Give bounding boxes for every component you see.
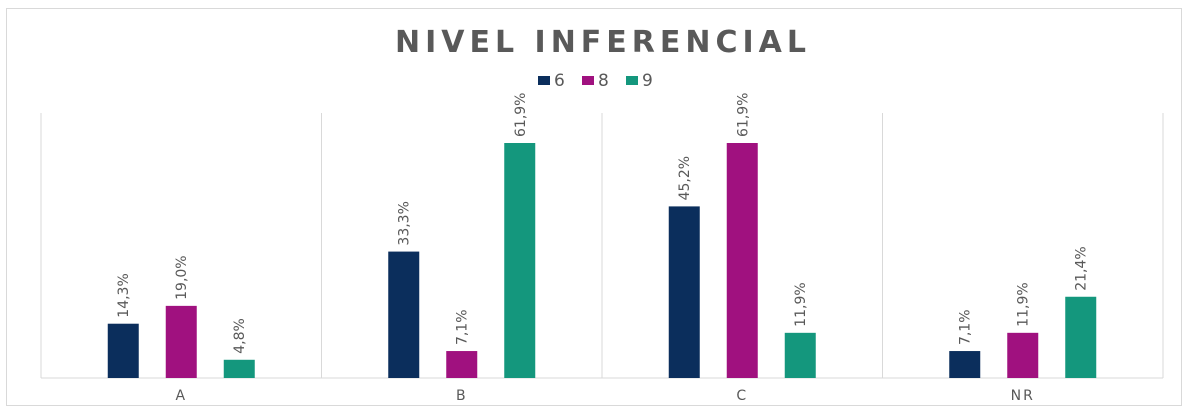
category-gridlines bbox=[40, 113, 1164, 379]
bar-NR-6 bbox=[949, 351, 981, 378]
legend-label-6: 6 bbox=[554, 71, 565, 91]
data-label-NR-9: 21,4% bbox=[1074, 246, 1090, 290]
bar-NR-8 bbox=[1007, 332, 1039, 378]
data-label-B-9: 61,9% bbox=[513, 93, 529, 137]
bar-B-6 bbox=[388, 251, 420, 378]
data-label-NR-6: 7,1% bbox=[958, 309, 974, 345]
bar-B-9 bbox=[504, 143, 536, 378]
data-label-B-6: 33,3% bbox=[397, 201, 413, 245]
bar-C-6 bbox=[668, 206, 700, 378]
data-label-B-8: 7,1% bbox=[455, 309, 471, 345]
bar-A-6 bbox=[107, 323, 139, 378]
category-label-A: A bbox=[175, 388, 187, 404]
legend-swatch-9 bbox=[626, 76, 638, 85]
legend-swatch-6 bbox=[538, 76, 550, 85]
category-label-NR: NR bbox=[1011, 388, 1035, 404]
data-label-A-6: 14,3% bbox=[116, 273, 132, 317]
legend-label-8: 8 bbox=[598, 71, 609, 91]
chart-frame bbox=[6, 8, 1182, 406]
category-label-C: C bbox=[736, 388, 748, 404]
bar-C-9 bbox=[784, 332, 816, 378]
legend-label-9: 9 bbox=[642, 71, 653, 91]
category-labels: A B C NR bbox=[175, 388, 1035, 404]
data-labels: 14,3% 19,0% 4,8% 33,3% 7,1% 61,9% 45,2% 61,9% 11… bbox=[116, 93, 1090, 354]
bar-A-8 bbox=[165, 305, 197, 378]
data-label-NR-8: 11,9% bbox=[1016, 282, 1032, 326]
data-label-A-9: 4,8% bbox=[232, 318, 248, 354]
data-label-C-8: 61,9% bbox=[735, 93, 751, 137]
legend-swatch-8 bbox=[582, 76, 594, 85]
category-label-B: B bbox=[456, 388, 468, 404]
bar-A-9 bbox=[223, 359, 255, 378]
chart-title: NIVEL INFERENCIAL bbox=[395, 25, 811, 60]
legend: 6 8 9 bbox=[538, 71, 653, 91]
data-label-A-8: 19,0% bbox=[174, 255, 190, 299]
bar-C-8 bbox=[726, 143, 758, 378]
data-label-C-6: 45,2% bbox=[677, 156, 693, 200]
bar-B-8 bbox=[446, 351, 478, 378]
bar-NR-9 bbox=[1065, 296, 1097, 378]
data-label-C-9: 11,9% bbox=[793, 282, 809, 326]
bars bbox=[107, 143, 1097, 378]
